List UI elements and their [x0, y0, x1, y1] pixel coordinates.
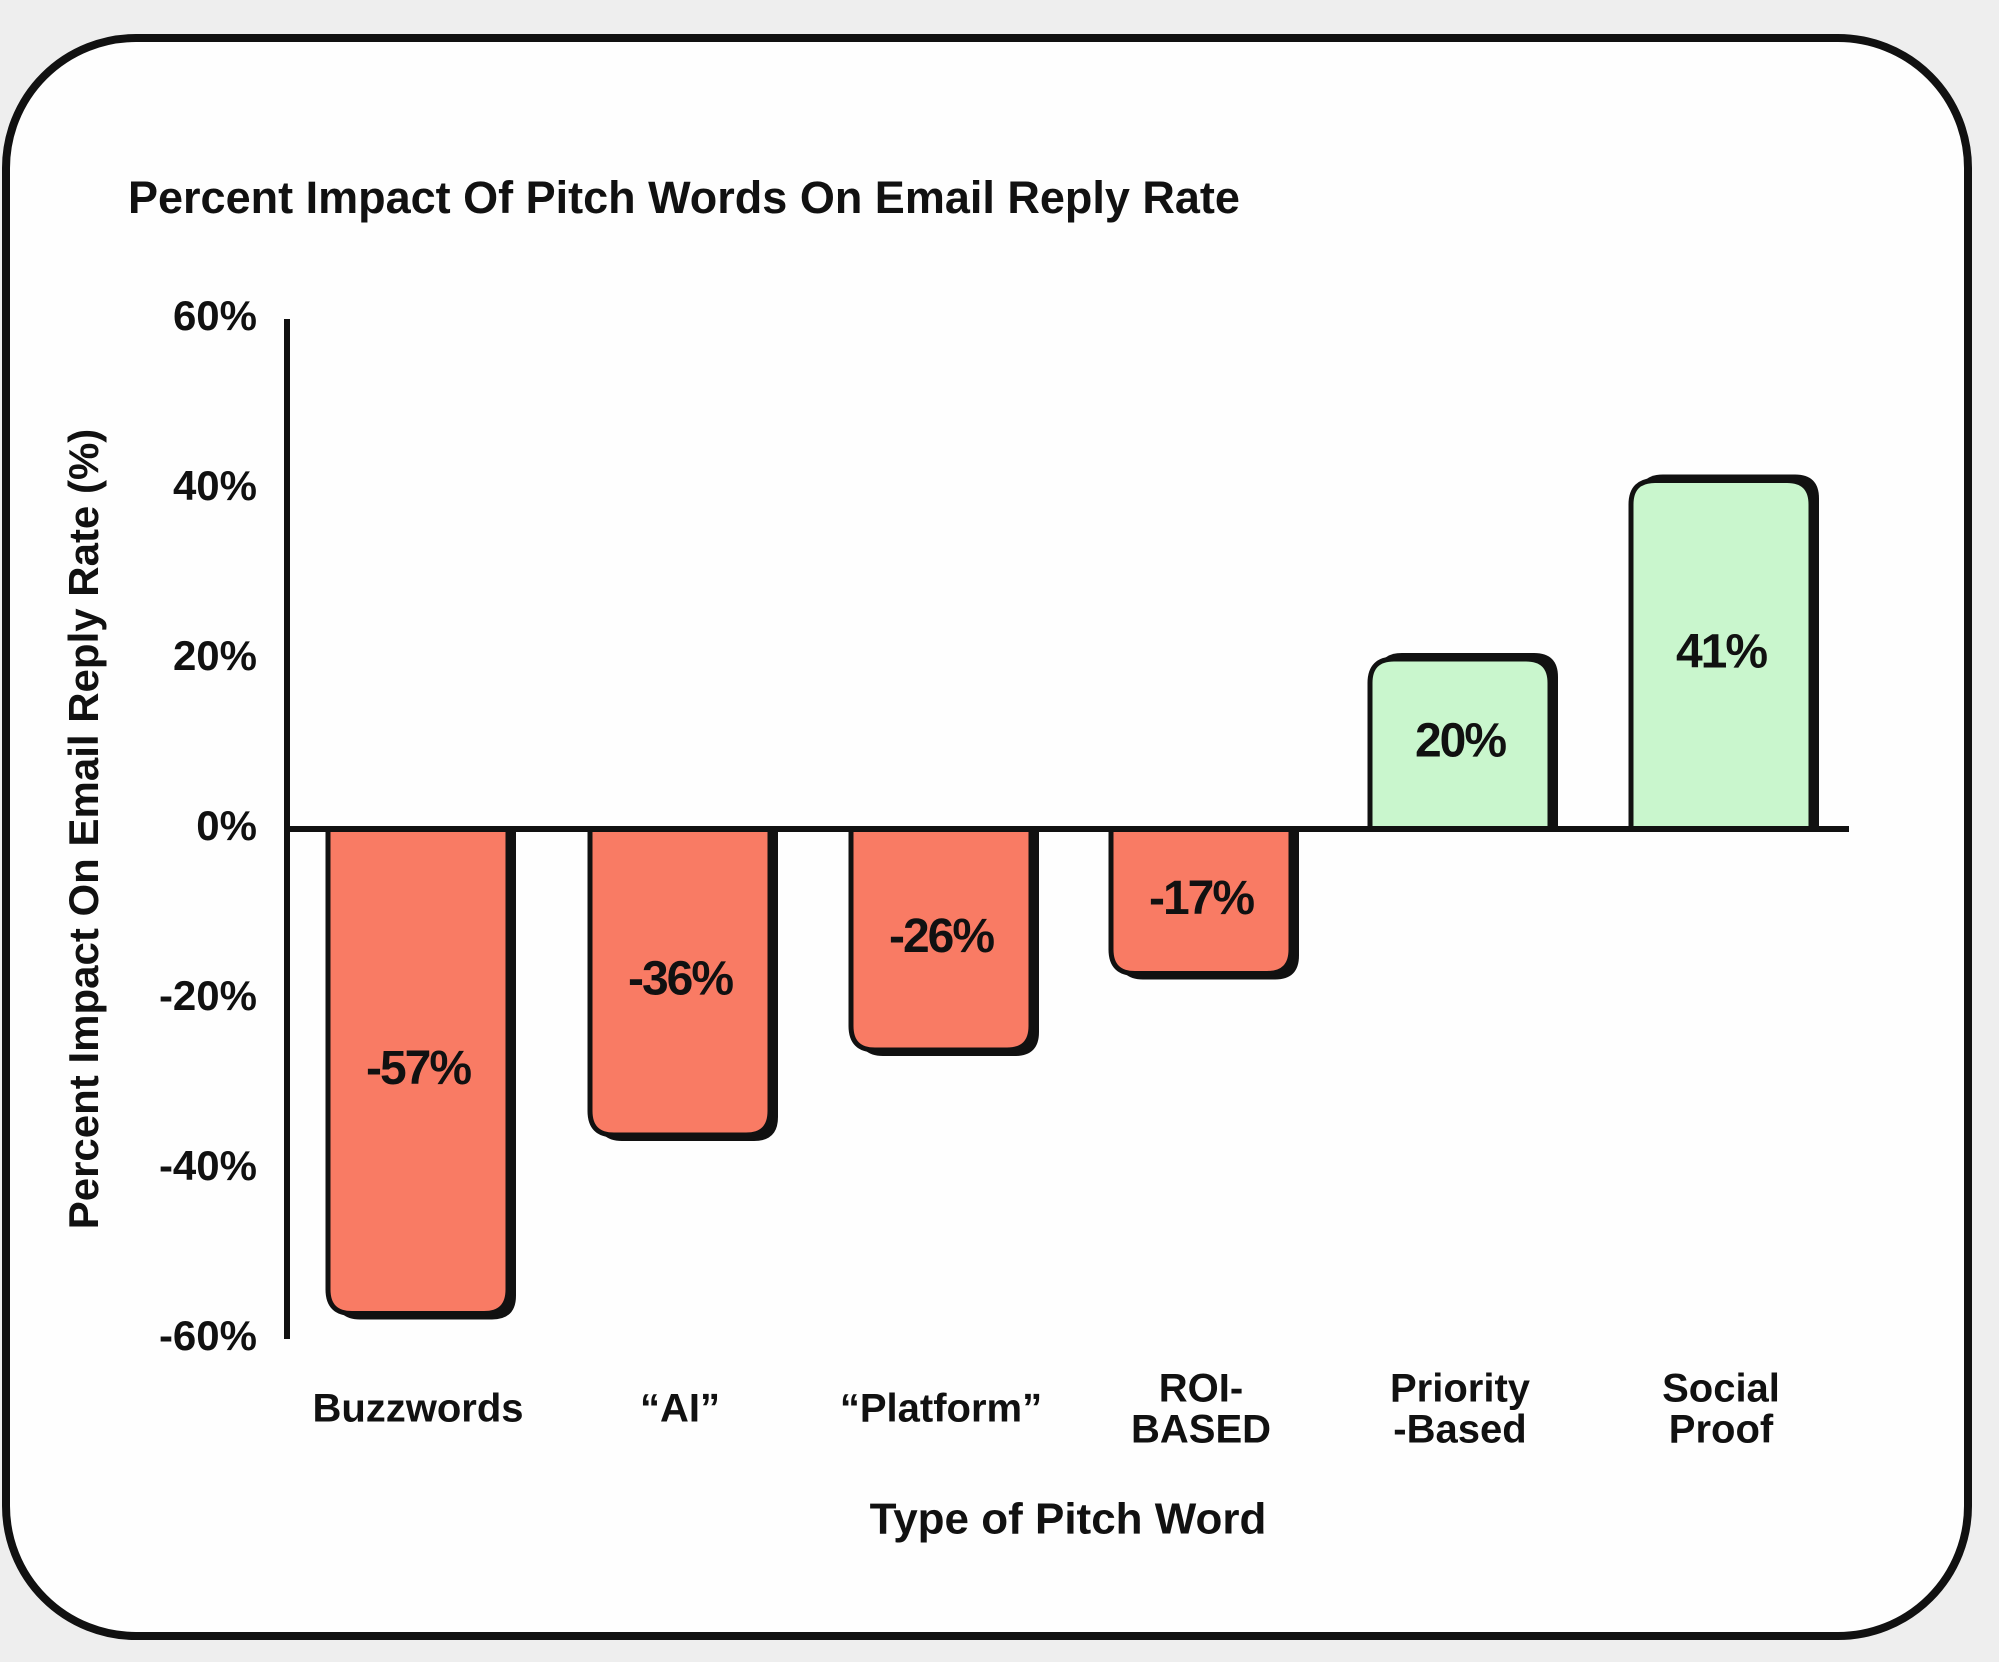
bar — [1367, 656, 1553, 832]
y-axis-title: Percent Impact On Email Reply Rate (%) — [60, 429, 107, 1230]
x-tick-label: “AI” — [640, 1387, 720, 1431]
bar — [848, 826, 1034, 1053]
value-label: 20% — [1415, 715, 1506, 768]
bar — [1108, 826, 1294, 976]
value-label: -17% — [1149, 872, 1254, 925]
value-label: -57% — [366, 1042, 471, 1095]
y-tick-label: -20% — [159, 972, 257, 1019]
y-tick-label: -40% — [159, 1142, 257, 1189]
bar — [1628, 478, 1814, 832]
y-tick-label: -60% — [159, 1312, 257, 1359]
x-tick-label: “Platform” — [840, 1387, 1042, 1431]
x-tick-label: Social Proof — [1662, 1366, 1780, 1451]
y-tick-label: 0% — [196, 802, 257, 849]
x-tick-label: ROI-BASED — [1131, 1366, 1271, 1451]
value-label: -36% — [628, 953, 733, 1006]
value-label: -26% — [889, 910, 994, 963]
y-tick-label: 20% — [173, 632, 257, 679]
y-tick-label: 60% — [173, 292, 257, 339]
chart-title: Percent Impact Of Pitch Words On Email R… — [128, 172, 1240, 223]
x-tick-label: Buzzwords — [312, 1387, 523, 1431]
bar — [587, 826, 773, 1138]
x-axis-title: Type of Pitch Word — [870, 1495, 1267, 1544]
bar — [325, 826, 511, 1316]
value-label: 41% — [1676, 625, 1767, 678]
y-tick-label: 40% — [173, 462, 257, 509]
x-tick-label: Priority -Based — [1390, 1366, 1531, 1451]
